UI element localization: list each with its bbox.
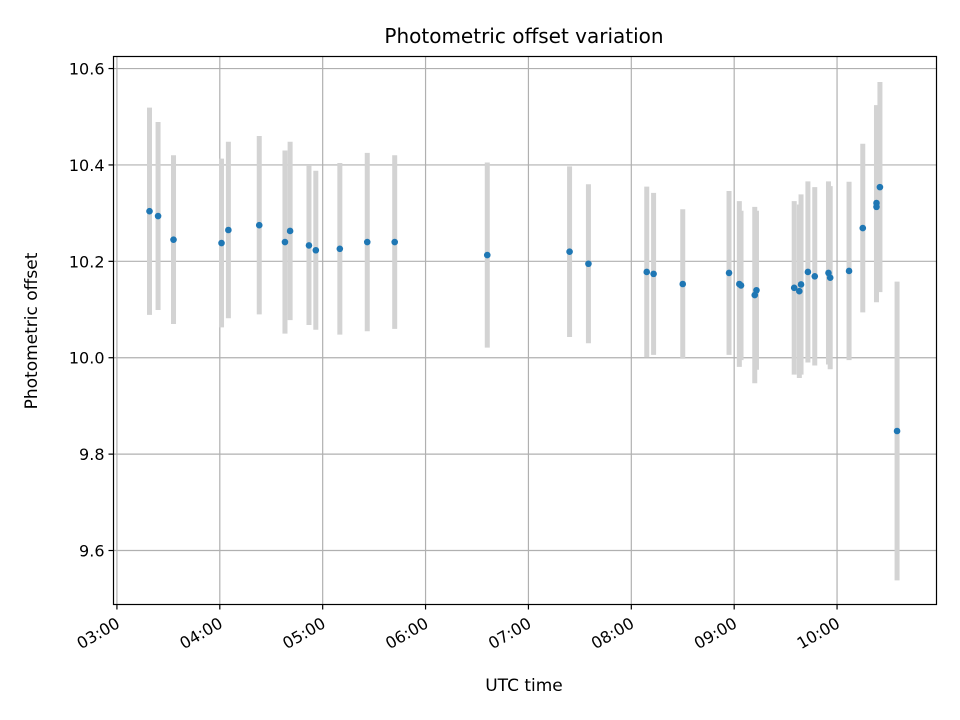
data-point <box>336 245 344 253</box>
data-point <box>845 267 853 275</box>
data-point <box>859 224 867 232</box>
data-point <box>796 287 803 295</box>
data-point <box>312 246 320 254</box>
x-tick-label: 07:00 <box>485 614 534 654</box>
y-tick-label: 10.4 <box>69 156 105 175</box>
data-point <box>585 260 592 268</box>
grid-lines <box>113 56 937 605</box>
chart-title: Photometric offset variation <box>384 24 663 48</box>
x-tick-label: 09:00 <box>691 614 740 654</box>
data-point <box>566 248 573 255</box>
data-point <box>797 281 805 288</box>
data-point <box>281 238 289 246</box>
plot-area-frame <box>112 55 938 606</box>
data-point <box>483 251 491 259</box>
data-point <box>753 286 760 294</box>
x-axis-label: UTC time <box>485 676 563 696</box>
error-bars <box>147 82 900 581</box>
data-point <box>643 268 651 276</box>
data-point <box>679 280 687 288</box>
data-point <box>826 274 834 282</box>
data-point <box>218 239 225 247</box>
data-point <box>391 238 398 246</box>
data-point <box>725 269 733 277</box>
x-tick-label: 06:00 <box>382 614 431 654</box>
y-axis-label: Photometric offset <box>22 252 42 409</box>
data-point <box>804 268 812 276</box>
data-point <box>154 212 162 220</box>
x-tick-label: 05:00 <box>279 614 328 654</box>
y-axis-ticks: 9.6 9.8 10.0 10.2 10.4 10.6 <box>69 60 114 561</box>
data-point <box>893 427 901 435</box>
y-tick-label: 9.6 <box>79 542 104 561</box>
data-point <box>873 203 880 211</box>
x-tick-label: 08:00 <box>588 614 637 654</box>
data-point <box>170 236 177 243</box>
data-point <box>305 242 313 249</box>
data-point <box>363 238 371 246</box>
x-tick-label: 04:00 <box>176 614 225 654</box>
x-axis-ticks: 03:00 04:00 05:00 06:00 07:00 08:00 09:00 10:00 <box>73 604 843 654</box>
data-point <box>225 226 232 234</box>
data-point <box>811 272 819 280</box>
x-tick-label: 03:00 <box>73 614 122 654</box>
y-tick-label: 10.0 <box>69 349 105 368</box>
data-point <box>286 227 294 235</box>
data-point <box>146 207 153 215</box>
y-tick-label: 10.6 <box>69 60 105 79</box>
data-point <box>876 183 884 191</box>
data-point <box>737 282 745 289</box>
data-points <box>146 183 901 435</box>
x-tick-label: 10:00 <box>794 614 843 654</box>
data-point <box>790 284 798 292</box>
y-tick-label: 10.2 <box>69 252 105 271</box>
data-point <box>255 221 263 229</box>
data-point <box>650 270 657 278</box>
y-tick-label: 9.8 <box>79 445 104 464</box>
